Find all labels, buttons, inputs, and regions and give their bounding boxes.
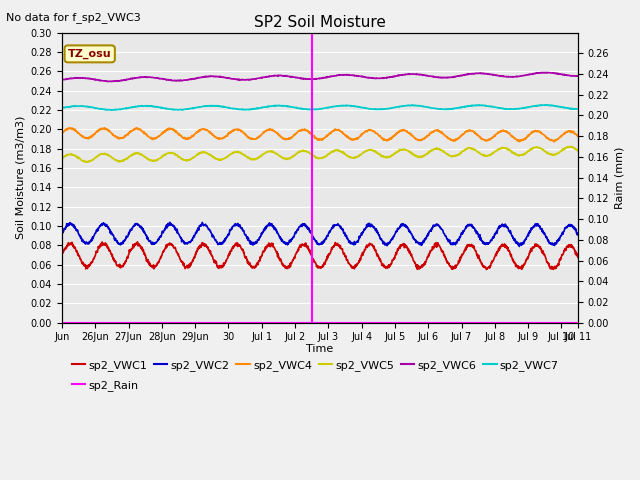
sp2_VWC7: [323, 105, 330, 111]
Line: sp2_VWC7: sp2_VWC7: [62, 105, 578, 110]
sp2_VWC6: [150, 75, 158, 81]
sp2_VWC4: [323, 133, 330, 139]
sp2_VWC5: [68, 151, 76, 157]
sp2_VWC2: [58, 231, 66, 237]
sp2_VWC4: [414, 136, 422, 142]
sp2_VWC5: [574, 148, 582, 154]
sp2_VWC7: [542, 102, 550, 108]
sp2_VWC1: [483, 266, 490, 272]
sp2_VWC7: [150, 104, 158, 109]
Line: sp2_VWC6: sp2_VWC6: [62, 72, 578, 82]
sp2_VWC4: [541, 133, 549, 139]
sp2_VWC7: [541, 102, 549, 108]
sp2_VWC1: [150, 264, 158, 269]
sp2_VWC4: [58, 130, 66, 136]
sp2_VWC5: [566, 144, 573, 149]
sp2_VWC6: [323, 75, 330, 81]
Line: sp2_VWC5: sp2_VWC5: [62, 146, 578, 162]
sp2_VWC4: [150, 135, 158, 141]
Text: No data for f_sp2_VWC3: No data for f_sp2_VWC3: [6, 12, 141, 23]
sp2_VWC5: [150, 157, 158, 163]
sp2_VWC2: [323, 236, 330, 242]
sp2_VWC5: [323, 153, 330, 159]
sp2_VWC1: [68, 241, 76, 247]
sp2_VWC2: [541, 233, 549, 239]
sp2_VWC7: [574, 106, 582, 112]
sp2_VWC5: [414, 154, 422, 159]
sp2_VWC1: [134, 239, 141, 245]
sp2_VWC4: [550, 139, 558, 145]
sp2_VWC7: [58, 105, 66, 111]
sp2_VWC4: [574, 133, 582, 139]
sp2_VWC1: [541, 254, 549, 260]
sp2_VWC4: [68, 126, 76, 132]
sp2_Rain: [68, 320, 76, 325]
Line: sp2_VWC2: sp2_VWC2: [62, 222, 578, 246]
sp2_VWC1: [414, 264, 422, 270]
sp2_Rain: [574, 320, 582, 325]
sp2_VWC1: [323, 256, 330, 262]
sp2_VWC4: [134, 125, 141, 131]
sp2_VWC1: [574, 255, 582, 261]
Line: sp2_VWC4: sp2_VWC4: [62, 128, 578, 142]
sp2_Rain: [291, 320, 299, 325]
sp2_VWC2: [292, 230, 300, 236]
Legend: sp2_Rain: sp2_Rain: [67, 376, 143, 396]
sp2_VWC2: [515, 243, 523, 249]
Title: SP2 Soil Moisture: SP2 Soil Moisture: [254, 15, 386, 30]
sp2_VWC6: [541, 70, 548, 75]
sp2_VWC7: [108, 107, 115, 113]
sp2_VWC6: [414, 72, 422, 77]
sp2_VWC2: [150, 241, 158, 247]
sp2_VWC2: [166, 219, 173, 225]
Text: TZ_osu: TZ_osu: [68, 49, 111, 59]
sp2_Rain: [58, 320, 66, 325]
sp2_VWC2: [574, 231, 582, 237]
sp2_VWC2: [68, 221, 76, 227]
sp2_VWC6: [292, 74, 300, 80]
sp2_VWC2: [414, 240, 422, 246]
sp2_VWC1: [58, 252, 66, 257]
sp2_VWC1: [292, 252, 300, 257]
sp2_VWC6: [104, 79, 111, 84]
sp2_VWC5: [292, 152, 300, 157]
sp2_VWC6: [574, 73, 582, 79]
sp2_Rain: [414, 320, 422, 325]
sp2_VWC5: [83, 159, 90, 165]
sp2_VWC7: [68, 104, 76, 109]
sp2_VWC6: [68, 75, 76, 81]
Y-axis label: Soil Moisture (m3/m3): Soil Moisture (m3/m3): [15, 116, 25, 240]
sp2_Rain: [150, 320, 158, 325]
X-axis label: Time: Time: [307, 344, 333, 354]
sp2_VWC4: [292, 131, 300, 137]
sp2_Rain: [322, 320, 330, 325]
sp2_VWC7: [292, 105, 300, 110]
Line: sp2_VWC1: sp2_VWC1: [62, 242, 578, 269]
sp2_VWC6: [541, 70, 549, 76]
Y-axis label: Raim (mm): Raim (mm): [615, 146, 625, 209]
sp2_VWC6: [58, 77, 66, 83]
sp2_VWC7: [414, 103, 422, 108]
sp2_VWC5: [58, 155, 66, 161]
sp2_VWC5: [541, 149, 549, 155]
sp2_Rain: [541, 320, 548, 325]
